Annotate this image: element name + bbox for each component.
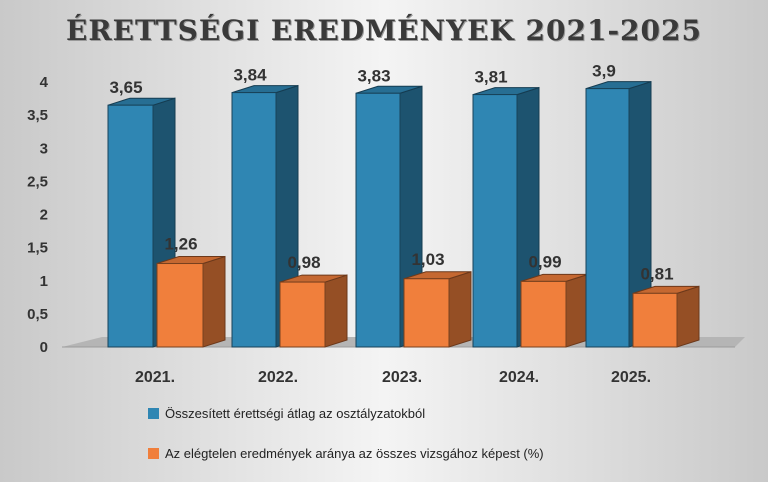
legend-swatch-series-2 — [148, 448, 159, 459]
legend-item-series-2: Az elégtelen eredmények aránya az összes… — [148, 446, 608, 461]
x-tick-label: 2025. — [611, 369, 651, 386]
data-label-fail-rate: 0,81 — [640, 264, 673, 283]
data-label-average: 3,84 — [233, 66, 267, 85]
bar-average — [472, 94, 518, 348]
x-tick-label: 2021. — [135, 369, 175, 386]
y-tick-label: 1 — [40, 273, 48, 290]
y-tick-label: 3 — [40, 140, 48, 157]
data-label-fail-rate: 0,99 — [528, 252, 561, 271]
y-tick-label: 1,5 — [27, 240, 48, 257]
bar-fail-rate — [156, 263, 204, 348]
data-label-average: 3,81 — [474, 68, 507, 87]
y-tick-label: 2,5 — [27, 173, 48, 190]
y-tick-label: 2 — [40, 207, 48, 224]
data-label-average: 3,65 — [109, 78, 142, 97]
bar-fail-rate-side — [202, 255, 226, 348]
legend-label-series-1: Összesített érettségi átlag az osztályza… — [165, 406, 426, 421]
y-tick-label: 3,5 — [27, 107, 48, 124]
bar-fail-rate-side — [676, 285, 700, 348]
x-tick-label: 2022. — [258, 369, 298, 386]
data-label-fail-rate: 1,26 — [164, 235, 197, 254]
y-tick-label: 0 — [40, 339, 48, 356]
bar-fail-rate — [279, 281, 326, 348]
y-tick-label: 0,5 — [27, 306, 48, 323]
bar-average — [355, 92, 401, 348]
bar-average — [585, 88, 630, 348]
bar-average — [107, 104, 154, 348]
data-label-average: 3,83 — [357, 66, 390, 85]
bar-fail-rate — [403, 278, 450, 348]
chart-title: ÉRETTSÉGI EREDMÉNYEK 2021-2025 — [65, 14, 702, 47]
data-label-fail-rate: 0,98 — [287, 253, 320, 272]
legend-item-series-1: Összesített érettségi átlag az osztályza… — [148, 406, 608, 421]
x-tick-label: 2023. — [382, 369, 422, 386]
bar-fail-rate — [632, 292, 678, 348]
x-tick-label: 2024. — [499, 369, 539, 386]
bar-fail-rate-side — [565, 273, 589, 348]
y-tick-label: 4 — [40, 74, 49, 91]
bar-average — [231, 92, 277, 348]
legend-swatch-series-1 — [148, 408, 159, 419]
data-label-average: 3,9 — [592, 62, 616, 81]
bar-fail-rate-side — [448, 271, 472, 348]
data-label-fail-rate: 1,03 — [411, 250, 444, 269]
bar-fail-rate — [520, 280, 567, 348]
legend-label-series-2: Az elégtelen eredmények aránya az összes… — [165, 446, 544, 461]
bar-fail-rate-side — [324, 274, 348, 348]
